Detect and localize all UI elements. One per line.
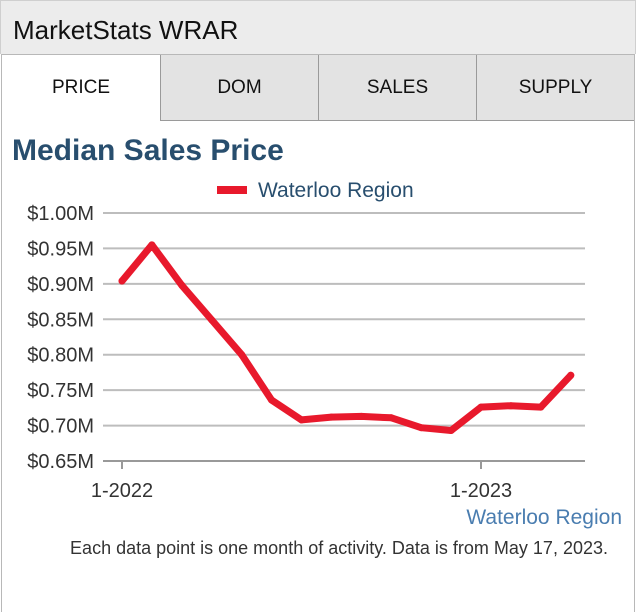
data-point bbox=[477, 403, 485, 411]
data-point bbox=[507, 402, 515, 410]
tab-dom[interactable]: DOM bbox=[160, 55, 318, 121]
tab-sales[interactable]: SALES bbox=[318, 55, 476, 121]
legend-swatch bbox=[217, 186, 247, 194]
y-tick-label: $0.70M bbox=[27, 416, 94, 438]
legend-label: Waterloo Region bbox=[258, 179, 414, 202]
data-point bbox=[537, 403, 545, 411]
y-tick-label: $0.80M bbox=[27, 345, 94, 367]
data-point bbox=[178, 281, 186, 289]
tab-price[interactable]: PRICE bbox=[2, 55, 160, 121]
y-tick-label: $1.00M bbox=[27, 203, 94, 225]
widget-title: MarketStats WRAR bbox=[13, 15, 239, 45]
y-tick-label: $0.90M bbox=[27, 274, 94, 296]
chart-title: Median Sales Price bbox=[12, 134, 284, 167]
data-point bbox=[148, 241, 156, 249]
data-point bbox=[268, 396, 276, 404]
tab-supply[interactable]: SUPPLY bbox=[476, 55, 634, 121]
data-point bbox=[447, 427, 455, 435]
footnote: Each data point is one month of activity… bbox=[70, 538, 608, 558]
series-line bbox=[118, 241, 575, 434]
y-tick-label: $0.65M bbox=[27, 451, 94, 473]
stats-panel: PRICE DOM SALES SUPPLY bbox=[1, 54, 635, 612]
data-point bbox=[387, 414, 395, 422]
y-tick-label: $0.95M bbox=[27, 238, 94, 260]
y-tick-label: $0.85M bbox=[27, 309, 94, 331]
data-point bbox=[238, 351, 246, 359]
widget-header: MarketStats WRAR bbox=[0, 0, 636, 54]
data-point bbox=[567, 371, 575, 379]
data-point bbox=[327, 413, 335, 421]
data-point bbox=[417, 424, 425, 432]
region-link[interactable]: Waterloo Region bbox=[466, 506, 622, 529]
data-point bbox=[118, 277, 126, 285]
x-tick-label: 1-2023 bbox=[450, 480, 512, 502]
x-tick-label: 1-2022 bbox=[91, 480, 153, 502]
data-point bbox=[298, 416, 305, 424]
y-tick-label: $0.75M bbox=[27, 380, 94, 402]
data-point bbox=[357, 412, 365, 420]
tab-bar: PRICE DOM SALES SUPPLY bbox=[2, 55, 634, 121]
data-point bbox=[208, 316, 216, 324]
